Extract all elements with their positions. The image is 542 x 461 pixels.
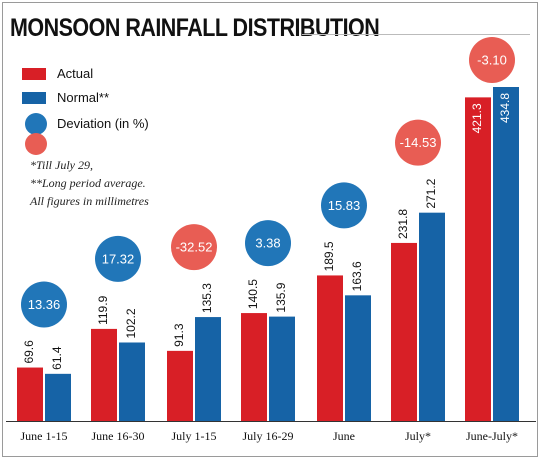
- legend-deviation: Deviation (in %): [0, 113, 200, 155]
- actual-bar-3: [167, 350, 193, 421]
- deviation-label-3: -32.52: [176, 240, 213, 255]
- actual-bar-6: [391, 242, 417, 421]
- deviation-bubble-3: [171, 224, 217, 271]
- actual-bar-1: [17, 367, 43, 421]
- actual-bar-2: [91, 328, 117, 421]
- deviation-label-1: 13.36: [28, 297, 61, 312]
- actual-label-7: 421.3: [470, 103, 484, 133]
- actual-label-6: 231.8: [396, 209, 410, 239]
- normal-bar-2: [119, 342, 145, 421]
- actual-label-5: 189.5: [322, 241, 336, 271]
- normal-bar-6: [419, 212, 445, 421]
- actual-bar-7: [465, 97, 491, 421]
- deviation-bubble-5: [321, 182, 367, 229]
- deviation-label-5: 15.83: [328, 198, 361, 213]
- normal-label-3: 135.3: [200, 283, 214, 313]
- normal-bar-7: [493, 87, 519, 421]
- legend-actual-label: Actual: [57, 66, 94, 81]
- note-units: All figures in millimetres: [30, 194, 149, 208]
- legend-normal-label: Normal**: [57, 90, 110, 105]
- category-label-5: June: [333, 429, 355, 443]
- legend-deviation-negative-swatch: [25, 133, 47, 155]
- deviation-bubble-1: [21, 281, 67, 328]
- normal-bar-1: [45, 373, 71, 421]
- normal-label-6: 271.2: [424, 178, 438, 208]
- legend-actual-swatch: [22, 68, 46, 80]
- note-lpa: **Long period average.: [30, 176, 146, 190]
- category-label-1: June 1-15: [21, 429, 68, 443]
- normal-label-7: 434.8: [498, 93, 512, 123]
- category-label-7: June-July*: [466, 429, 518, 443]
- category-label-4: July 16-29: [243, 429, 294, 443]
- legend-deviation-positive-swatch: [25, 113, 47, 135]
- deviation-bubble-6: [395, 119, 441, 166]
- chart-title: MONSOON RAINFALL DISTRIBUTION: [10, 14, 380, 42]
- normal-label-4: 135.9: [274, 282, 288, 312]
- normal-label-2: 102.2: [124, 308, 138, 338]
- normal-bar-4: [269, 316, 295, 421]
- actual-bar-4: [241, 313, 267, 421]
- actual-label-2: 119.9: [96, 295, 110, 324]
- category-label-2: June 16-30: [92, 429, 145, 443]
- normal-label-1: 61.4: [50, 346, 64, 370]
- deviation-bubble-2: [95, 235, 141, 282]
- normal-label-5: 163.6: [350, 261, 364, 291]
- actual-label-3: 91.3: [172, 323, 186, 347]
- deviation-bubble-7: [469, 37, 515, 83]
- normal-bar-5: [345, 295, 371, 421]
- actual-label-4: 140.5: [246, 279, 260, 309]
- note-till-date: *Till July 29,: [30, 158, 93, 172]
- deviation-label-4: 3.38: [255, 236, 280, 251]
- legend-normal-swatch: [22, 92, 46, 104]
- deviation-bubble-4: [245, 220, 291, 267]
- category-label-6: July*: [405, 429, 431, 443]
- deviation-label-7: -3.10: [477, 52, 507, 67]
- actual-label-1: 69.6: [22, 340, 36, 364]
- actual-bar-5: [317, 275, 343, 421]
- deviation-label-6: -14.53: [400, 135, 437, 150]
- legend-deviation-label: Deviation (in %): [57, 116, 149, 131]
- category-label-3: July 1-15: [172, 429, 217, 443]
- deviation-label-2: 17.32: [102, 251, 135, 266]
- title-rule: [302, 34, 530, 35]
- normal-bar-3: [195, 317, 221, 421]
